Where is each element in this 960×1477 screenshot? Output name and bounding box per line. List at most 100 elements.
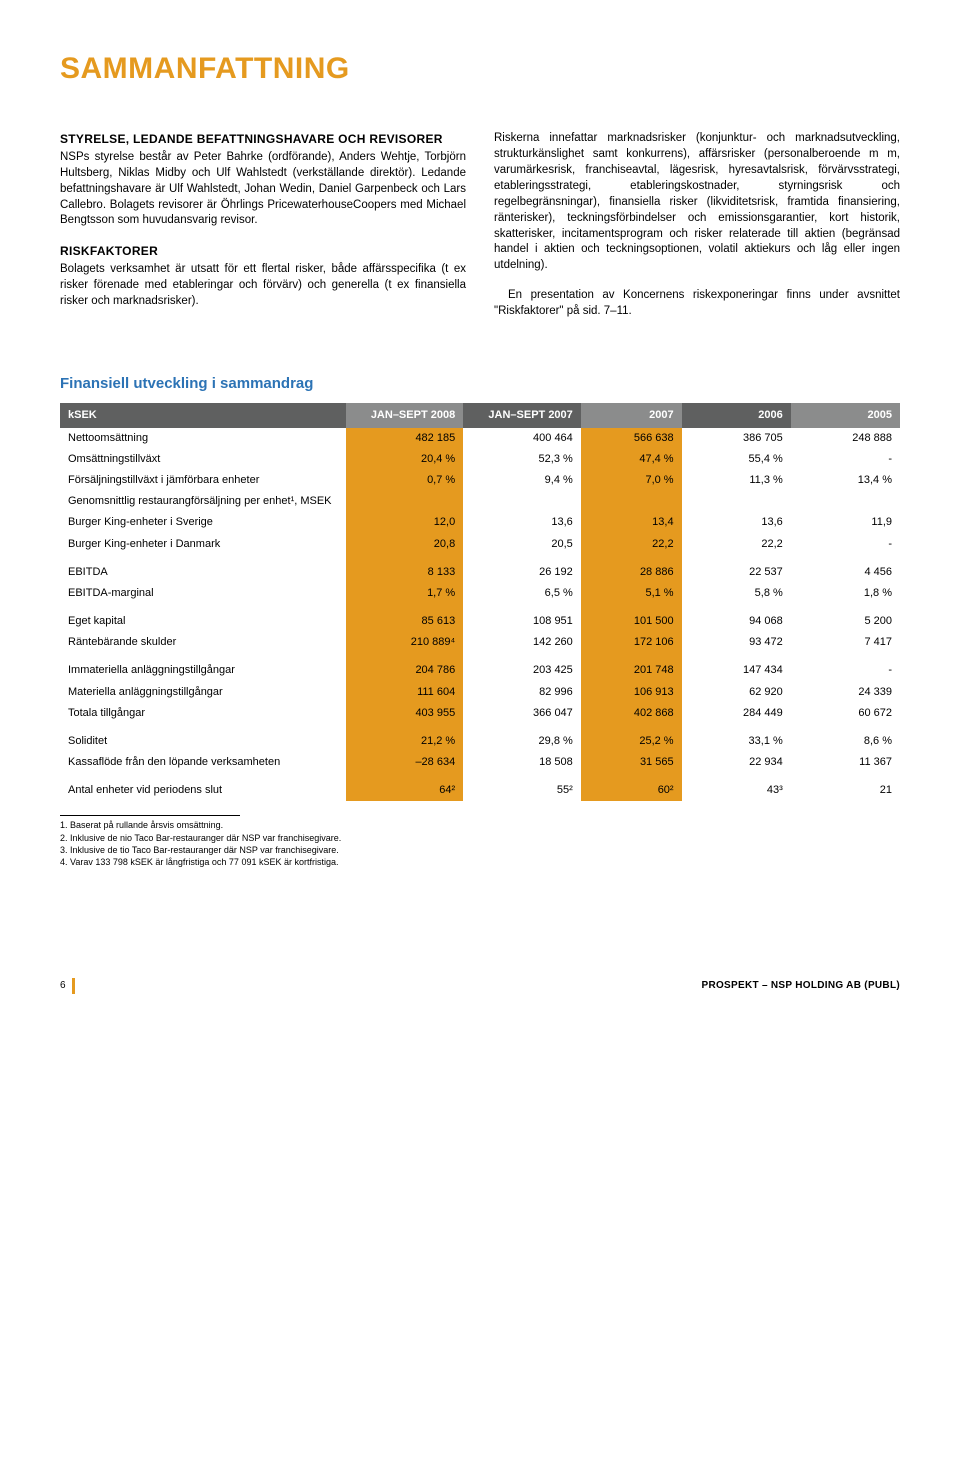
cell: 5,1 % [581, 583, 682, 604]
cell: 52,3 % [463, 449, 581, 470]
footnote: 2. Inklusive de nio Taco Bar-restaurange… [60, 832, 900, 844]
row-label: Soliditet [60, 724, 346, 752]
cell: 60² [581, 773, 682, 801]
cell: 94 068 [682, 604, 791, 632]
cell: 20,5 [463, 534, 581, 555]
cell: 106 913 [581, 682, 682, 703]
row-label: Antal enheter vid periodens slut [60, 773, 346, 801]
body-columns: STYRELSE, LEDANDE BEFATTNINGSHAVARE OCH … [60, 131, 900, 333]
row-label: Räntebärande skulder [60, 632, 346, 653]
cell: 22 537 [682, 555, 791, 583]
table-row: Materiella anläggningstillgångar111 6048… [60, 682, 900, 703]
col-header-JAN–SEPT-2008: JAN–SEPT 2008 [346, 403, 464, 428]
cell: 24 339 [791, 682, 900, 703]
cell: 7,0 % [581, 470, 682, 491]
table-row: Burger King-enheter i Sverige12,013,613,… [60, 512, 900, 533]
table-row: Eget kapital85 613108 951101 50094 0685 … [60, 604, 900, 632]
row-label: Omsättningstillväxt [60, 449, 346, 470]
footer-right-text: PROSPEKT – NSP HOLDING AB (PUBL) [701, 979, 900, 993]
cell: 400 464 [463, 428, 581, 449]
cell [346, 491, 464, 512]
cell: 21 [791, 773, 900, 801]
row-label: Genomsnittlig restaurangförsäljning per … [60, 491, 346, 512]
right-column: Riskerna innefattar marknadsrisker (konj… [494, 131, 900, 333]
cell [463, 491, 581, 512]
paragraph-riskfaktorer: Bolagets verksamhet är utsatt för ett fl… [60, 262, 466, 310]
cell: 101 500 [581, 604, 682, 632]
row-label: Nettoomsättning [60, 428, 346, 449]
cell: 11 367 [791, 752, 900, 773]
cell: 20,8 [346, 534, 464, 555]
cell: 13,4 [581, 512, 682, 533]
page-title: SAMMANFATTNING [60, 48, 900, 89]
cell: 566 638 [581, 428, 682, 449]
footer-marker-icon [72, 978, 75, 994]
cell: 85 613 [346, 604, 464, 632]
cell: 13,6 [682, 512, 791, 533]
table-row: Genomsnittlig restaurangförsäljning per … [60, 491, 900, 512]
cell: 8 133 [346, 555, 464, 583]
cell: 142 260 [463, 632, 581, 653]
cell: 108 951 [463, 604, 581, 632]
cell: - [791, 534, 900, 555]
cell: 33,1 % [682, 724, 791, 752]
cell: 55² [463, 773, 581, 801]
cell: 82 996 [463, 682, 581, 703]
footnotes: 1. Baserat på rullande årsvis omsättning… [60, 819, 900, 868]
cell: 203 425 [463, 653, 581, 681]
cell: 111 604 [346, 682, 464, 703]
cell: 18 508 [463, 752, 581, 773]
cell: 22 934 [682, 752, 791, 773]
row-label: Immateriella anläggningstillgångar [60, 653, 346, 681]
col-header-JAN–SEPT-2007: JAN–SEPT 2007 [463, 403, 581, 428]
table-row: Totala tillgångar403 955366 047402 86828… [60, 703, 900, 724]
cell: - [791, 449, 900, 470]
cell: 5 200 [791, 604, 900, 632]
table-row: EBITDA-marginal1,7 %6,5 %5,1 %5,8 %1,8 % [60, 583, 900, 604]
page-footer: 6 PROSPEKT – NSP HOLDING AB (PUBL) [60, 978, 900, 994]
footnote: 1. Baserat på rullande årsvis omsättning… [60, 819, 900, 831]
paragraph-risks-detail: Riskerna innefattar marknadsrisker (konj… [494, 131, 900, 274]
table-row: Omsättningstillväxt20,4 %52,3 %47,4 %55,… [60, 449, 900, 470]
cell: 147 434 [682, 653, 791, 681]
table-row: Räntebärande skulder210 889⁴142 260172 1… [60, 632, 900, 653]
row-label: Burger King-enheter i Sverige [60, 512, 346, 533]
table-row: Soliditet21,2 %29,8 %25,2 %33,1 %8,6 % [60, 724, 900, 752]
cell: 29,8 % [463, 724, 581, 752]
page-number: 6 [60, 979, 66, 993]
table-row: Försäljningstillväxt i jämförbara enhete… [60, 470, 900, 491]
cell: 1,7 % [346, 583, 464, 604]
section-heading-riskfaktorer: RISKFAKTORER [60, 243, 466, 260]
cell: 60 672 [791, 703, 900, 724]
cell: 13,4 % [791, 470, 900, 491]
cell: 43³ [682, 773, 791, 801]
cell: 8,6 % [791, 724, 900, 752]
table-row: EBITDA8 13326 19228 88622 5374 456 [60, 555, 900, 583]
financials-table: kSEKJAN–SEPT 2008JAN–SEPT 20072007200620… [60, 403, 900, 802]
cell: 1,8 % [791, 583, 900, 604]
cell: 28 886 [581, 555, 682, 583]
cell: 64² [346, 773, 464, 801]
cell: 7 417 [791, 632, 900, 653]
row-label: Burger King-enheter i Danmark [60, 534, 346, 555]
cell: 210 889⁴ [346, 632, 464, 653]
cell: - [791, 653, 900, 681]
cell: 22,2 [581, 534, 682, 555]
cell: 201 748 [581, 653, 682, 681]
cell: 11,9 [791, 512, 900, 533]
cell: 20,4 % [346, 449, 464, 470]
cell: 6,5 % [463, 583, 581, 604]
row-label: EBITDA [60, 555, 346, 583]
table-header-row: kSEKJAN–SEPT 2008JAN–SEPT 20072007200620… [60, 403, 900, 428]
cell: 55,4 % [682, 449, 791, 470]
cell: 93 472 [682, 632, 791, 653]
cell: 62 920 [682, 682, 791, 703]
cell: 21,2 % [346, 724, 464, 752]
cell [581, 491, 682, 512]
col-header-2007: 2007 [581, 403, 682, 428]
cell: 204 786 [346, 653, 464, 681]
table-title: Finansiell utveckling i sammandrag [60, 374, 900, 395]
table-row: Burger King-enheter i Danmark20,820,522,… [60, 534, 900, 555]
row-label: Eget kapital [60, 604, 346, 632]
cell: 13,6 [463, 512, 581, 533]
